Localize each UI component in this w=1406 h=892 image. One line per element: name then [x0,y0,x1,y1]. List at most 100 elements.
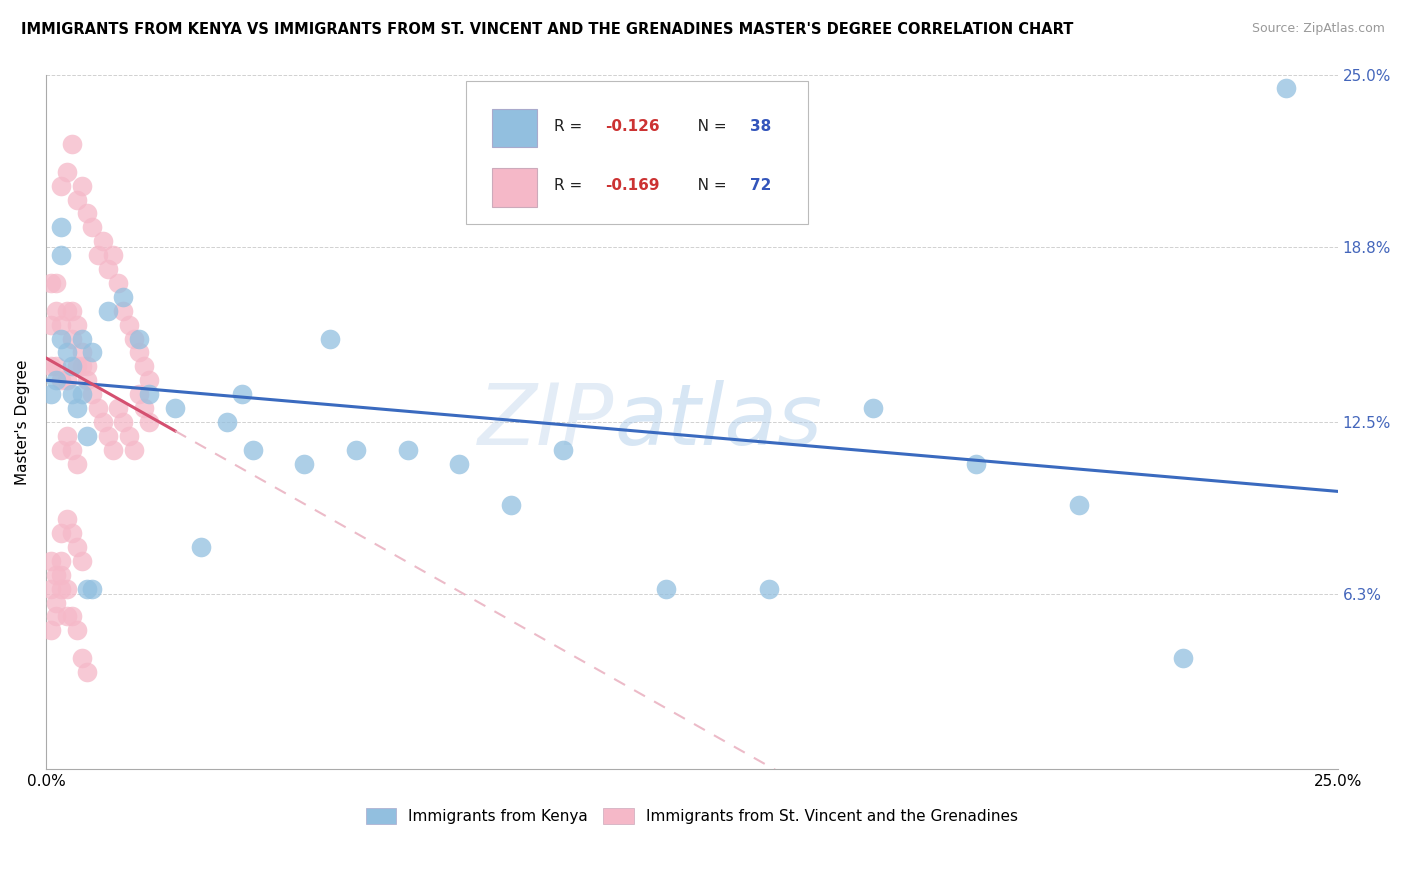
Point [128,332,150,346]
Text: IMMIGRANTS FROM KENYA VS IMMIGRANTS FROM ST. VINCENT AND THE GRENADINES MASTER'S: IMMIGRANTS FROM KENYA VS IMMIGRANTS FROM… [21,22,1073,37]
Point [107,401,129,415]
Point [51,220,73,235]
Point [51,178,73,193]
Point [51,582,73,596]
Text: N =: N = [683,178,731,194]
Point [82,582,104,596]
Point [66,457,89,471]
Point [55,512,77,526]
Point [86,248,108,262]
Point [758,582,780,596]
Point [551,442,574,457]
Point [82,387,104,401]
Point [66,624,89,638]
Y-axis label: Master's Degree: Master's Degree [15,359,30,484]
Point [128,345,150,359]
Point [76,429,98,443]
Point [965,457,987,471]
Point [39,387,62,401]
FancyBboxPatch shape [492,109,537,147]
Point [45,276,67,290]
Point [45,303,67,318]
Text: atlas: atlas [614,380,823,464]
Point [231,387,253,401]
Point [39,554,62,568]
Point [55,345,77,359]
Point [242,442,264,457]
Point [292,457,315,471]
Point [60,303,83,318]
Point [86,401,108,415]
Point [45,596,67,610]
Point [165,401,187,415]
Point [66,318,89,332]
Point [112,303,135,318]
Point [134,401,156,415]
Point [97,429,120,443]
Point [60,359,83,374]
Point [655,582,678,596]
Point [82,345,104,359]
Point [76,373,98,387]
Point [39,276,62,290]
Point [55,582,77,596]
Point [122,442,145,457]
Text: N =: N = [683,120,731,134]
Point [396,442,419,457]
Point [1171,651,1194,665]
Point [190,540,212,554]
Point [39,359,62,374]
Text: R =: R = [554,120,586,134]
Point [76,582,98,596]
Point [138,387,160,401]
Point [51,554,73,568]
Point [344,442,367,457]
Point [138,415,160,429]
Point [51,442,73,457]
Point [862,401,884,415]
Point [51,373,73,387]
Point [91,415,114,429]
Point [449,457,471,471]
Text: R =: R = [554,178,586,194]
Text: 72: 72 [749,178,772,194]
Point [70,651,93,665]
Point [1275,81,1298,95]
Point [82,220,104,235]
Point [138,373,160,387]
Point [66,401,89,415]
Text: ZIP: ZIP [478,380,614,464]
Point [499,498,522,512]
Text: -0.169: -0.169 [606,178,659,194]
Legend: Immigrants from Kenya, Immigrants from St. Vincent and the Grenadines: Immigrants from Kenya, Immigrants from S… [366,808,1018,824]
Point [39,624,62,638]
Text: Source: ZipAtlas.com: Source: ZipAtlas.com [1251,22,1385,36]
Point [45,359,67,374]
Point [97,303,120,318]
Point [55,165,77,179]
Point [39,318,62,332]
Point [60,526,83,541]
Point [76,206,98,220]
Point [60,442,83,457]
Point [70,178,93,193]
Point [70,359,93,374]
Point [70,345,93,359]
Point [76,665,98,679]
Point [55,373,77,387]
Point [51,332,73,346]
Point [55,303,77,318]
Point [112,415,135,429]
Point [55,609,77,624]
Point [70,387,93,401]
Point [97,262,120,277]
Point [101,248,124,262]
FancyBboxPatch shape [492,169,537,207]
Text: 38: 38 [749,120,772,134]
Point [60,136,83,151]
Point [39,582,62,596]
Point [45,373,67,387]
Point [60,332,83,346]
Point [134,359,156,374]
Point [1069,498,1091,512]
